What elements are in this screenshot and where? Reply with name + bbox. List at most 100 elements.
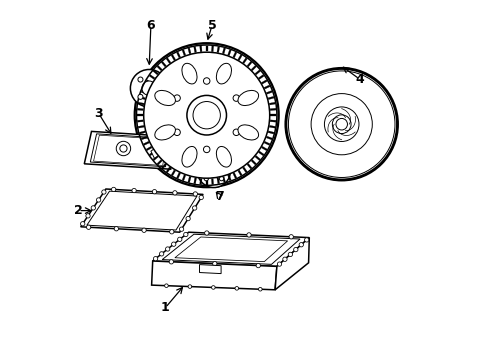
Circle shape	[86, 214, 90, 218]
Circle shape	[116, 141, 130, 156]
Polygon shape	[242, 58, 247, 63]
Circle shape	[219, 161, 223, 166]
Circle shape	[155, 77, 160, 82]
Polygon shape	[137, 114, 142, 116]
Polygon shape	[246, 62, 251, 67]
Polygon shape	[222, 176, 225, 183]
Circle shape	[171, 242, 176, 246]
Circle shape	[203, 146, 209, 153]
Circle shape	[91, 206, 95, 210]
Polygon shape	[166, 167, 170, 173]
Polygon shape	[275, 238, 309, 290]
Circle shape	[188, 285, 191, 288]
Polygon shape	[138, 125, 144, 128]
Ellipse shape	[238, 125, 258, 140]
Polygon shape	[211, 179, 213, 184]
Polygon shape	[141, 91, 147, 94]
Polygon shape	[227, 175, 231, 181]
Polygon shape	[237, 170, 242, 176]
Ellipse shape	[216, 147, 231, 167]
Circle shape	[282, 257, 286, 261]
Polygon shape	[264, 85, 269, 89]
Circle shape	[183, 232, 187, 237]
Circle shape	[165, 247, 169, 251]
Polygon shape	[157, 159, 162, 165]
Polygon shape	[267, 96, 273, 100]
Polygon shape	[151, 146, 162, 158]
Circle shape	[134, 43, 278, 187]
Polygon shape	[227, 50, 231, 56]
Text: 6: 6	[146, 19, 155, 32]
Circle shape	[193, 192, 197, 196]
Circle shape	[203, 176, 208, 181]
Polygon shape	[264, 141, 269, 145]
Circle shape	[293, 247, 297, 252]
Text: 4: 4	[355, 73, 364, 86]
Polygon shape	[232, 52, 236, 58]
Polygon shape	[205, 46, 207, 51]
Circle shape	[233, 95, 239, 102]
Text: 2: 2	[74, 204, 82, 217]
Polygon shape	[217, 46, 219, 53]
Circle shape	[179, 227, 183, 231]
Polygon shape	[237, 55, 242, 60]
Ellipse shape	[238, 90, 258, 105]
Polygon shape	[143, 85, 149, 89]
Polygon shape	[246, 163, 251, 169]
Circle shape	[153, 257, 158, 261]
Circle shape	[332, 115, 350, 134]
Polygon shape	[254, 70, 260, 75]
Polygon shape	[176, 52, 180, 58]
Polygon shape	[193, 46, 196, 53]
Polygon shape	[90, 134, 170, 167]
Circle shape	[132, 188, 136, 193]
Polygon shape	[162, 234, 300, 264]
Circle shape	[152, 189, 156, 194]
Polygon shape	[242, 167, 247, 173]
Circle shape	[233, 129, 239, 136]
Polygon shape	[175, 237, 287, 262]
Polygon shape	[139, 96, 145, 100]
Polygon shape	[269, 108, 275, 111]
Polygon shape	[149, 151, 155, 156]
Polygon shape	[266, 91, 272, 94]
Text: 3: 3	[94, 107, 103, 120]
Circle shape	[258, 287, 262, 291]
Polygon shape	[269, 102, 275, 105]
Polygon shape	[211, 46, 213, 52]
Polygon shape	[217, 178, 219, 184]
Circle shape	[86, 225, 91, 229]
Polygon shape	[139, 131, 145, 134]
Polygon shape	[261, 80, 267, 84]
Polygon shape	[261, 146, 267, 151]
Polygon shape	[254, 156, 260, 161]
Polygon shape	[93, 135, 167, 166]
Ellipse shape	[155, 90, 175, 105]
Polygon shape	[258, 151, 264, 156]
Circle shape	[207, 165, 220, 177]
Polygon shape	[138, 102, 144, 105]
Polygon shape	[187, 176, 191, 183]
Circle shape	[169, 260, 173, 264]
Circle shape	[310, 94, 371, 155]
Polygon shape	[270, 114, 276, 116]
Circle shape	[219, 176, 223, 181]
Polygon shape	[153, 156, 158, 161]
Circle shape	[177, 237, 182, 242]
Polygon shape	[182, 175, 185, 181]
Circle shape	[142, 81, 156, 95]
Polygon shape	[171, 170, 175, 176]
Polygon shape	[84, 131, 176, 169]
Circle shape	[111, 187, 116, 192]
Circle shape	[143, 52, 269, 178]
Polygon shape	[269, 125, 275, 128]
Polygon shape	[153, 70, 158, 75]
Polygon shape	[266, 136, 272, 140]
Polygon shape	[146, 146, 152, 151]
Ellipse shape	[216, 63, 231, 84]
Circle shape	[324, 107, 358, 141]
Polygon shape	[269, 120, 275, 122]
Circle shape	[235, 287, 238, 290]
Circle shape	[142, 228, 146, 233]
Circle shape	[174, 129, 180, 136]
